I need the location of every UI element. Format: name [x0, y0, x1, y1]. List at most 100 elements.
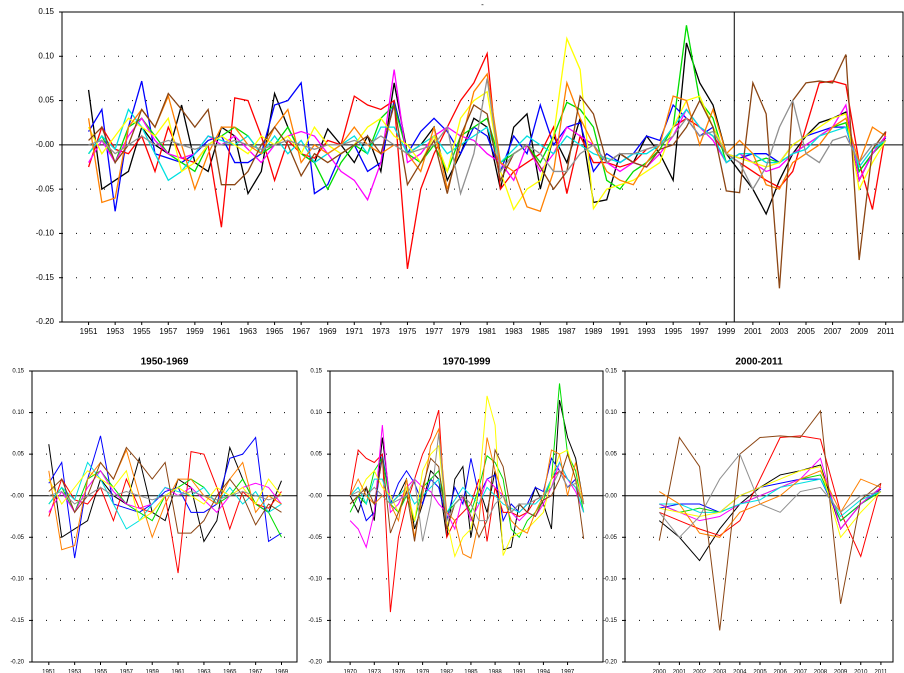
x-tick-label: 2002 — [693, 670, 707, 673]
x-tick-label: 2003 — [771, 327, 789, 336]
y-tick-label: 0.05 — [12, 452, 24, 458]
x-tick-label: 1988 — [488, 670, 502, 673]
y-tick-label: 0.15 — [310, 369, 322, 375]
series-line — [349, 433, 585, 542]
chart-title: - — [481, 0, 484, 9]
x-tick-label: 2001 — [744, 327, 762, 336]
x-tick-label: 1967 — [249, 670, 263, 673]
x-tick-label: 1957 — [120, 670, 134, 673]
x-tick-label: 1991 — [611, 327, 629, 336]
x-tick-label: 2006 — [773, 670, 787, 673]
x-tick-label: 2008 — [814, 670, 828, 673]
x-tick-label: 1957 — [159, 327, 177, 336]
x-tick-label: 1989 — [585, 327, 603, 336]
y-tick-label: -0.00 — [603, 493, 617, 499]
x-tick-label: 1995 — [664, 327, 682, 336]
x-tick-label: 1955 — [133, 327, 151, 336]
x-tick-label: 1963 — [197, 670, 211, 673]
x-tick-label: 2007 — [824, 327, 842, 336]
x-tick-label: 1973 — [368, 670, 382, 673]
y-tick-label: 0.10 — [310, 410, 322, 416]
x-tick-label: 1951 — [80, 327, 98, 336]
x-tick-label: 2004 — [733, 670, 747, 673]
x-tick-label: 1979 — [452, 327, 470, 336]
series-line — [88, 25, 887, 191]
y-tick-label: -0.10 — [308, 576, 322, 582]
y-tick-label: -0.20 — [308, 660, 322, 666]
y-tick-label: -0.20 — [10, 660, 24, 666]
series-line — [659, 474, 882, 522]
x-tick-label: 1965 — [266, 327, 284, 336]
series-line — [349, 424, 585, 549]
y-tick-label: -0.10 — [36, 229, 55, 238]
x-tick-label: 1973 — [372, 327, 390, 336]
series-line — [88, 54, 887, 289]
plot-frame — [329, 370, 604, 663]
x-tick-label: 1979 — [416, 670, 430, 673]
x-tick-label: 1999 — [717, 327, 735, 336]
series-line — [48, 486, 282, 505]
x-tick-label: 1967 — [292, 327, 310, 336]
series-line — [658, 470, 882, 538]
series-line — [349, 448, 585, 542]
series-line — [87, 36, 887, 211]
plot-frame — [624, 370, 894, 663]
y-tick-label: -0.15 — [10, 618, 24, 624]
y-tick-label: 0.15 — [605, 369, 617, 375]
y-tick-label: 0.10 — [12, 410, 24, 416]
y-tick-label: -0.05 — [36, 184, 55, 193]
series-line — [87, 51, 887, 269]
y-tick-label: -0.05 — [308, 535, 322, 541]
y-tick-label: -0.15 — [36, 273, 55, 282]
chart-title: 1950-1969 — [141, 357, 189, 368]
x-tick-label: 1959 — [146, 670, 160, 673]
y-tick-label: -0.05 — [10, 535, 24, 541]
y-tick-label: -0.00 — [10, 493, 24, 499]
x-tick-label: 1969 — [275, 670, 289, 673]
y-tick-label: -0.20 — [36, 317, 55, 326]
x-tick-label: 1963 — [239, 327, 257, 336]
series-line — [87, 72, 887, 213]
x-tick-label: 1959 — [186, 327, 204, 336]
x-tick-label: 1997 — [561, 670, 575, 673]
x-tick-label: 1965 — [223, 670, 237, 673]
x-tick-label: 2010 — [854, 670, 868, 673]
series-line — [658, 453, 882, 539]
x-tick-label: 1991 — [513, 670, 527, 673]
y-tick-label: -0.00 — [36, 140, 55, 149]
x-tick-label: 2005 — [797, 327, 815, 336]
series-line — [48, 448, 282, 551]
plot-frame — [31, 370, 298, 663]
x-tick-label: 1976 — [392, 670, 406, 673]
x-tick-label: 1953 — [68, 670, 82, 673]
x-tick-label: 1997 — [691, 327, 709, 336]
y-tick-label: -0.20 — [603, 660, 617, 666]
y-tick-label: -0.15 — [603, 618, 617, 624]
series-line — [659, 478, 882, 518]
x-tick-label: 1961 — [213, 327, 231, 336]
x-tick-label: 1975 — [399, 327, 417, 336]
x-tick-label: 1982 — [440, 670, 454, 673]
x-tick-label: 1955 — [94, 670, 108, 673]
x-tick-label: 2001 — [673, 670, 687, 673]
x-tick-label: 2005 — [753, 670, 767, 673]
x-tick-label: 2011 — [874, 670, 888, 673]
y-tick-label: -0.10 — [603, 576, 617, 582]
y-tick-label: -0.15 — [308, 618, 322, 624]
y-tick-label: 0.15 — [38, 7, 54, 16]
x-tick-label: 1977 — [425, 327, 443, 336]
x-tick-label: 1953 — [106, 327, 124, 336]
y-tick-label: -0.10 — [10, 576, 24, 582]
series-line — [349, 395, 585, 559]
plot-frame — [61, 11, 904, 323]
x-tick-label: 1987 — [558, 327, 576, 336]
x-tick-label: 2011 — [877, 327, 895, 336]
x-tick-label: 2003 — [713, 670, 727, 673]
series-line — [658, 464, 882, 562]
series-line — [48, 451, 282, 574]
x-tick-label: 1994 — [537, 670, 551, 673]
y-tick-label: 0.05 — [310, 452, 322, 458]
x-tick-label: 2000 — [653, 670, 667, 673]
x-tick-label: 1983 — [505, 327, 523, 336]
